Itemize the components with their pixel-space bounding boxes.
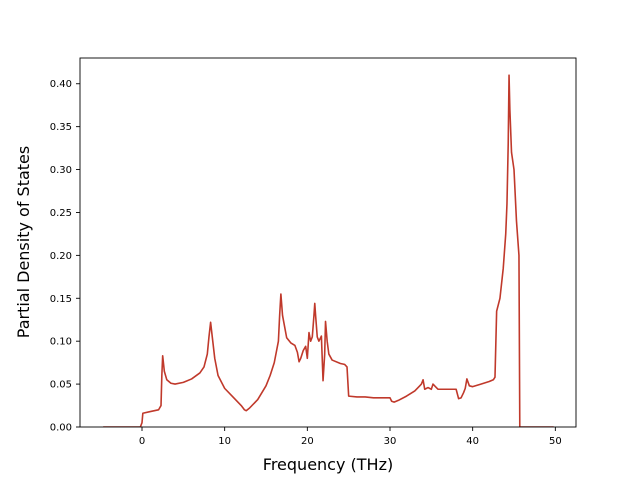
y-tick-label: 0.20 xyxy=(50,251,72,262)
x-tick-label: 0 xyxy=(139,436,145,447)
y-tick-label: 0.05 xyxy=(50,380,72,391)
plot-frame xyxy=(79,57,577,428)
x-axis-title: Frequency (THz) xyxy=(263,455,393,474)
y-tick-label: 0.30 xyxy=(50,165,72,176)
x-tick-label: 10 xyxy=(218,436,231,447)
y-tick-label: 0.35 xyxy=(50,122,72,133)
x-tick-label: 30 xyxy=(384,436,397,447)
y-tick-label: 0.15 xyxy=(50,294,72,305)
x-tick-label: 20 xyxy=(301,436,314,447)
x-tick-label: 40 xyxy=(466,436,479,447)
axes: 0 10 20 30 40 50 0.00 0.05 0.10 0.15 0.20 0.25 0.30 0… xyxy=(50,57,577,447)
y-tick-label: 0.25 xyxy=(50,208,72,219)
y-tick-label: 0.10 xyxy=(50,337,72,348)
y-tick-label: 0.40 xyxy=(50,79,72,90)
x-tick-label: 50 xyxy=(549,436,562,447)
y-axis-title: Partial Density of States xyxy=(14,146,33,338)
y-tick-label: 0.00 xyxy=(50,423,72,434)
series-line-0 xyxy=(103,74,554,427)
plot-area xyxy=(103,74,554,427)
